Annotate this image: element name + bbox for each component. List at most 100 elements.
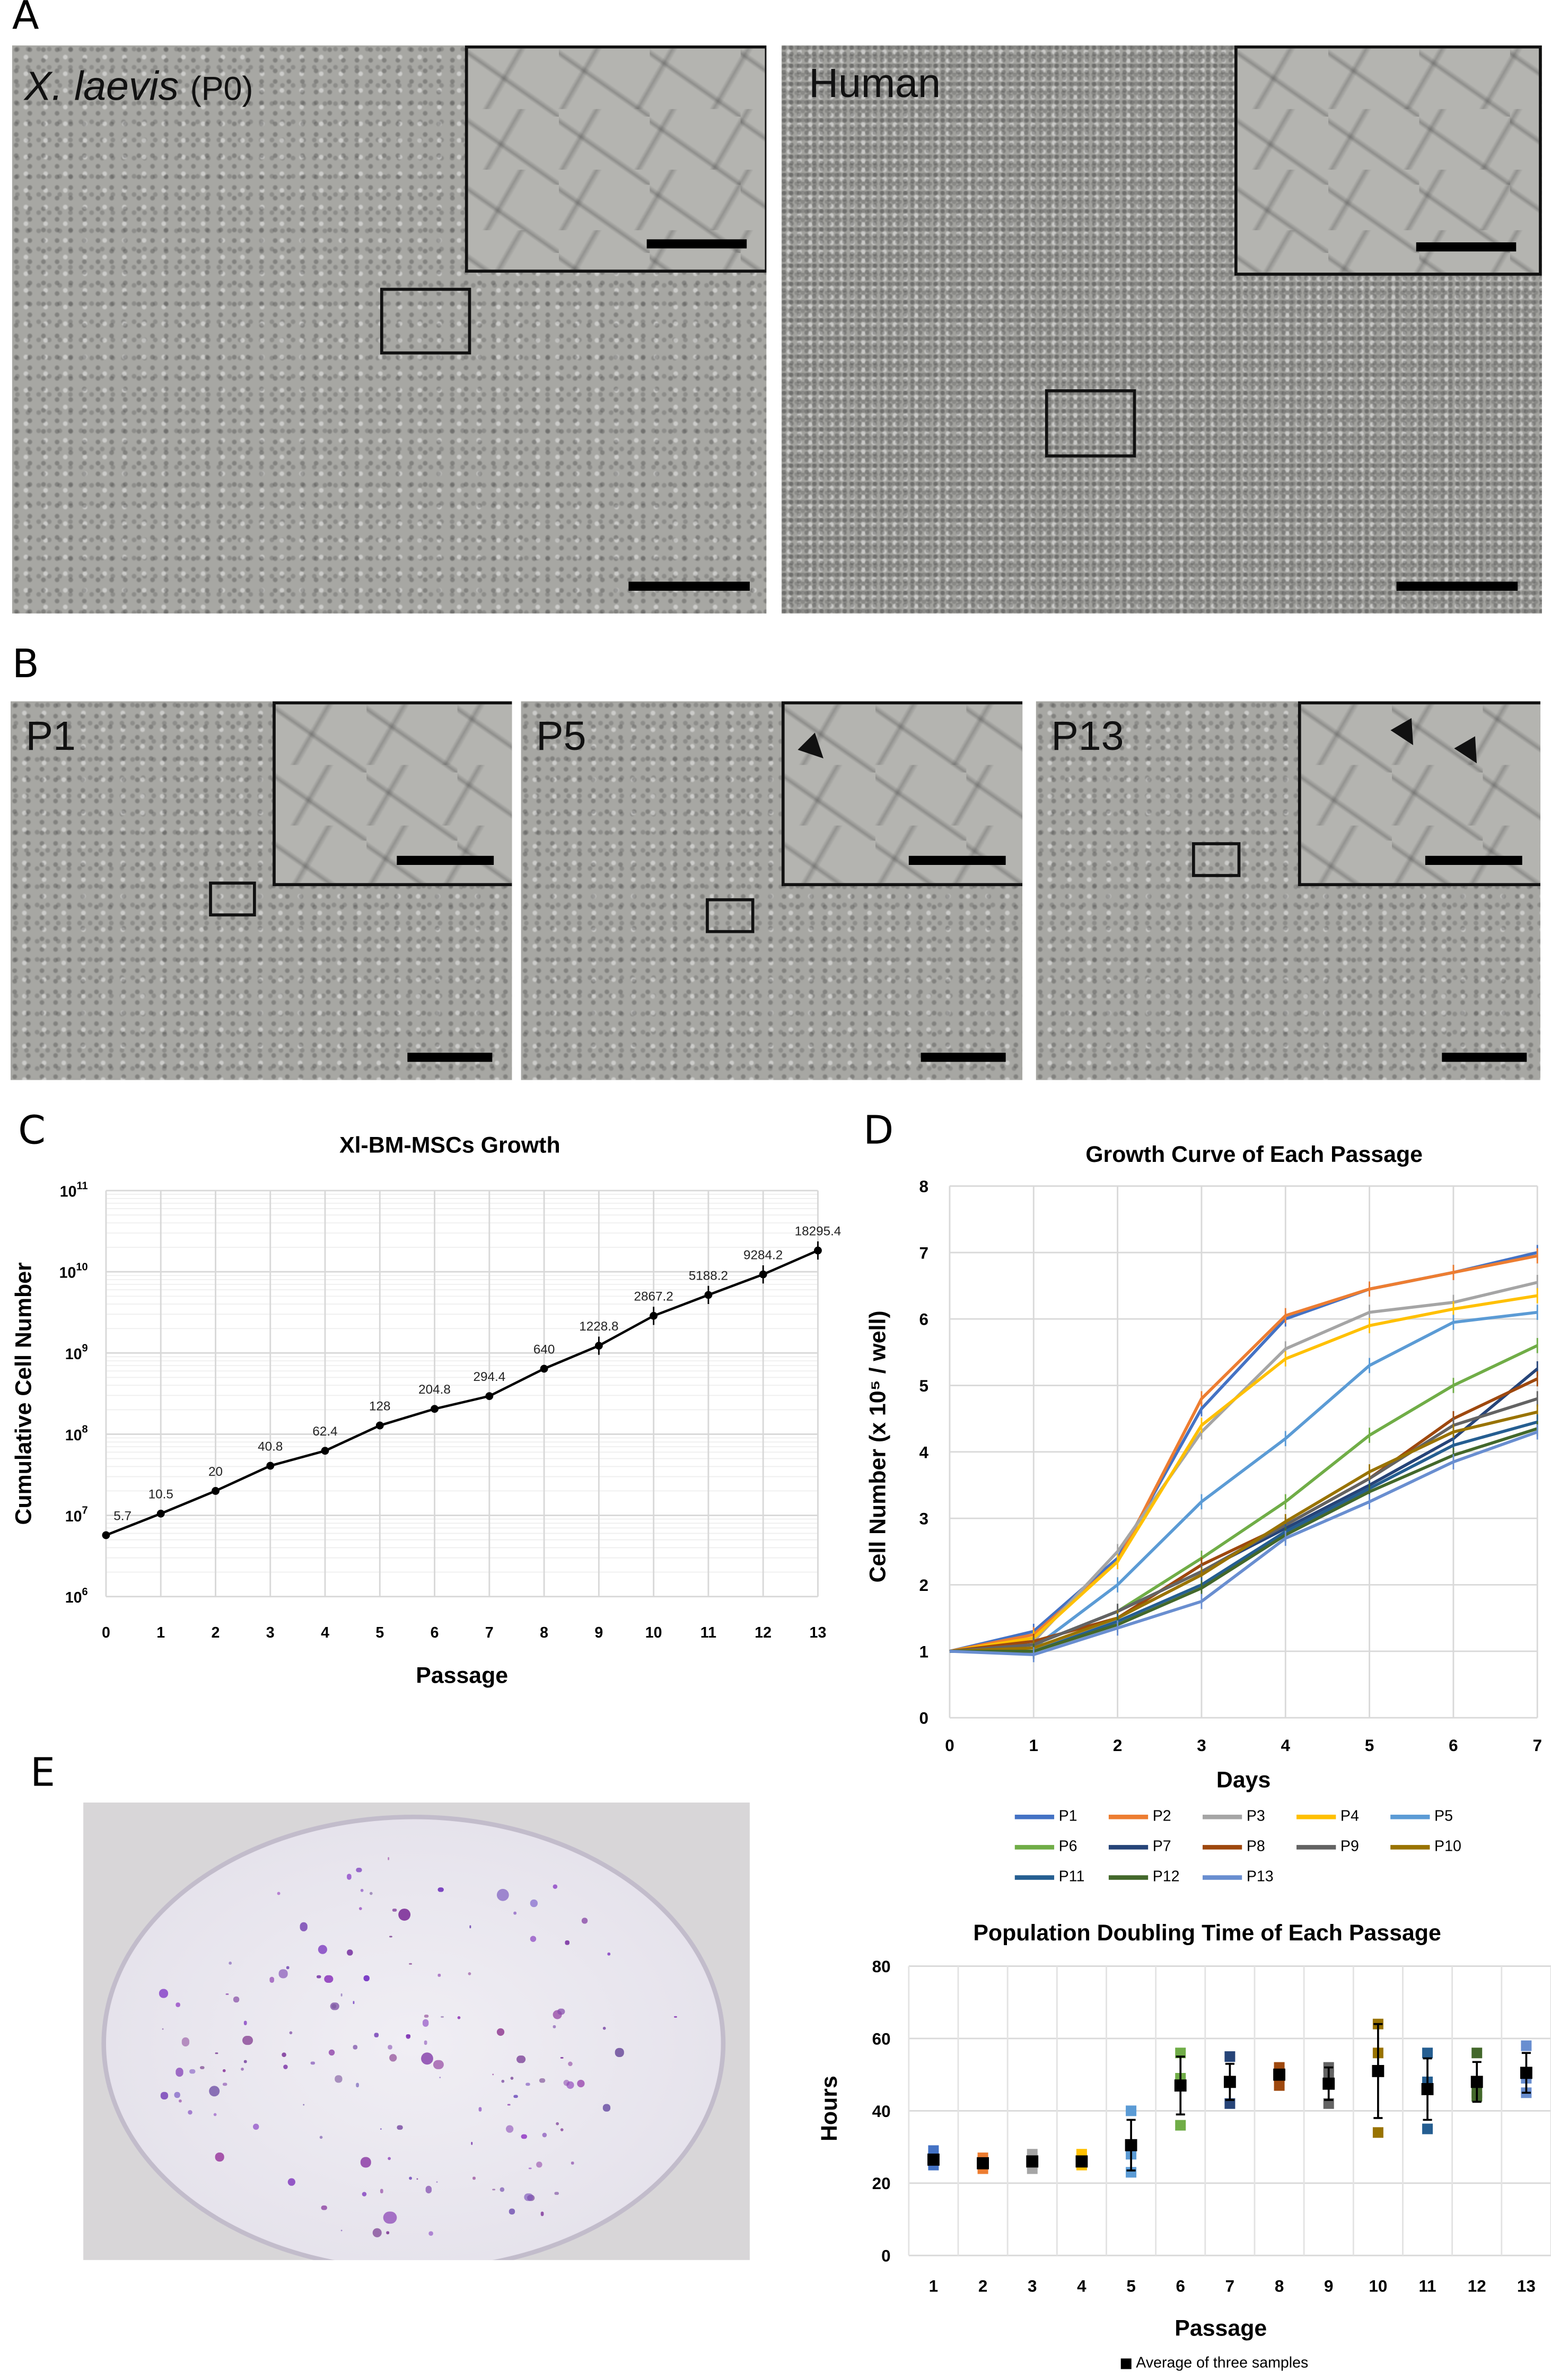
legend-label: P4 [1340, 1808, 1359, 1825]
y-tick-label: 80 [872, 1957, 891, 1976]
colony [500, 2187, 505, 2192]
colony [243, 2035, 253, 2045]
legend-item-p1: P1 [1014, 1808, 1077, 1825]
colony [175, 2068, 185, 2077]
colony [496, 1888, 510, 1901]
colony [388, 2053, 397, 2062]
mean-point [1421, 2083, 1434, 2095]
x-tick-label: 7 [1533, 1736, 1542, 1755]
colony [526, 2082, 530, 2086]
x-tick-label: 0 [945, 1736, 954, 1755]
colony [215, 2152, 224, 2162]
series-line-p2 [949, 1254, 1538, 1653]
scale-bar [908, 855, 1006, 865]
colony [244, 2060, 247, 2063]
colony [387, 1857, 390, 1860]
chart-title: Population Doubling Time of Each Passage [973, 1920, 1441, 1947]
colony [358, 1907, 362, 1911]
inset-zoom [1298, 701, 1540, 886]
data-label: 62.4 [312, 1424, 337, 1439]
arrowhead-icon [798, 732, 833, 767]
arrowhead-icon [1390, 718, 1424, 751]
scale-bar [1416, 242, 1517, 252]
colony [283, 2064, 288, 2070]
micrograph-human: Human [781, 45, 1542, 614]
colony [507, 2103, 510, 2106]
x-tick-label: 10 [1369, 2277, 1387, 2296]
y-tick-label: 109 [65, 1342, 88, 1362]
data-point [540, 1364, 548, 1373]
sample-point [1274, 2080, 1285, 2091]
colony [514, 2094, 518, 2098]
data-label: 10.5 [148, 1488, 173, 1502]
y-tick-label: 3 [919, 1510, 928, 1528]
colony [467, 1972, 472, 1976]
y-tick-label: 106 [65, 1586, 88, 1606]
legend-label: P8 [1246, 1839, 1265, 1856]
data-label: 5188.2 [689, 1268, 728, 1283]
x-tick-label: 6 [431, 1624, 439, 1641]
colony [428, 2232, 434, 2236]
colony [388, 2045, 392, 2050]
colony [353, 2045, 357, 2049]
panel-label-a: A [12, 0, 39, 40]
colony [565, 1940, 569, 1945]
colony [422, 2019, 429, 2026]
sample-point [1422, 2048, 1433, 2059]
colony [509, 2208, 514, 2215]
x-tick-label: 4 [321, 1624, 329, 1641]
legend-item-p3: P3 [1202, 1809, 1265, 1825]
series-line-p13 [949, 1430, 1538, 1656]
colony [379, 2128, 382, 2130]
y-tick-label: 7 [919, 1244, 928, 1262]
colony [325, 1974, 334, 1983]
colony [615, 2048, 624, 2057]
legend-item-p13: P13 [1202, 1869, 1274, 1886]
passage-label: (P0) [190, 69, 253, 108]
colony [311, 2061, 316, 2066]
colony [542, 2132, 547, 2137]
colony [524, 2192, 533, 2202]
species-name: X. laevis [24, 63, 179, 109]
colony [302, 2103, 305, 2106]
colony [225, 1992, 229, 1996]
x-axis-label: Days [1216, 1768, 1271, 1793]
colony [603, 2026, 607, 2030]
colony [215, 2052, 218, 2055]
x-tick-label: 4 [1077, 2277, 1086, 2296]
x-tick-label: 1 [929, 2277, 938, 2296]
legend-label: P7 [1152, 1839, 1171, 1856]
colony [356, 1867, 362, 1872]
colony [229, 1962, 232, 1965]
colony [530, 1935, 537, 1942]
colony [320, 2135, 323, 2139]
passage-label: P5 [536, 713, 586, 759]
colony [390, 1935, 392, 1938]
colony [328, 2049, 335, 2057]
colony [160, 1989, 169, 1998]
colony [424, 2041, 428, 2044]
colony [281, 2052, 286, 2058]
y-tick-label: 5 [919, 1377, 928, 1395]
sample-point [1471, 2048, 1483, 2059]
legend-label: P11 [1058, 1869, 1085, 1886]
mean-point [1174, 2079, 1187, 2092]
colony [516, 2055, 525, 2063]
data-label: 128 [369, 1399, 391, 1413]
legend-swatch-icon [1108, 1845, 1149, 1850]
colony [674, 2016, 677, 2018]
mean-point [1520, 2067, 1532, 2079]
colony [439, 2076, 441, 2079]
y-tick-label: 108 [65, 1424, 88, 1444]
series-line-p8 [949, 1377, 1538, 1653]
mean-point [1026, 2155, 1039, 2168]
colony [493, 2188, 496, 2191]
legend-swatch-icon [1202, 1845, 1242, 1850]
data-label: 2867.2 [634, 1290, 673, 1304]
legend-label: P12 [1152, 1869, 1180, 1886]
legend-label: P5 [1434, 1808, 1453, 1825]
legend-item-p5: P5 [1390, 1809, 1453, 1825]
colony [222, 2069, 225, 2072]
colony [560, 2056, 563, 2059]
legend-label: P1 [1058, 1808, 1077, 1825]
